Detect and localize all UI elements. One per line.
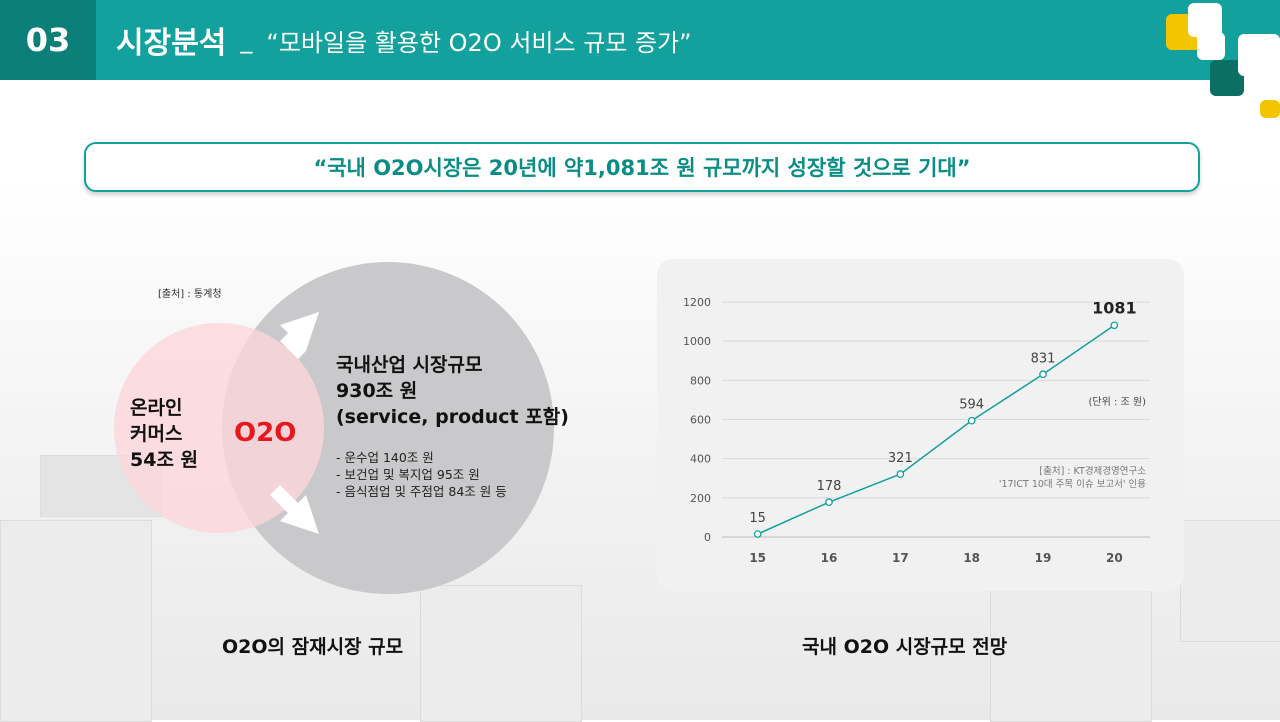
- section-number: 03: [0, 0, 96, 80]
- header-bar: [0, 0, 1280, 80]
- y-tick-label: 600: [690, 414, 711, 427]
- breakdown-item: - 보건업 및 복지업 95조 원: [336, 467, 480, 482]
- chart-panel: [657, 259, 1184, 591]
- background-box-center: [420, 585, 582, 722]
- online-commerce-line-1: 온라인: [130, 397, 183, 419]
- x-tick-label: 16: [821, 551, 838, 565]
- background-box-right: [990, 590, 1152, 722]
- chart-source-line: [출처] : KT경제경영연구소: [1039, 465, 1146, 477]
- online-commerce-line-3: 54조 원: [130, 449, 199, 471]
- page-title: 시장분석 _ “모바일을 활용한 O2O 서비스 규모 증가”: [116, 18, 692, 62]
- data-label: 831: [1031, 351, 1056, 366]
- o2o-market-line-chart: 0 200 400 600 800 1000 1200 15 16 17 18 19 20 15 178 32…: [683, 296, 1150, 565]
- domestic-industry-line-1: 국내산업 시장규모: [336, 354, 483, 376]
- title-subtitle: “모바일을 활용한 O2O 서비스 규모 증가”: [266, 28, 692, 57]
- data-point: [896, 470, 905, 478]
- data-label: 15: [749, 511, 766, 526]
- x-tick-label: 17: [892, 551, 909, 565]
- x-tick-label: 15: [749, 551, 766, 565]
- data-label: 321: [888, 451, 913, 466]
- y-tick-label: 800: [690, 374, 711, 387]
- domestic-industry-line-3: (service, product 포함): [336, 406, 569, 428]
- title-main: 시장분석: [116, 26, 227, 61]
- chart-caption: 국내 O2O 시장규모 전망: [802, 636, 1008, 658]
- venn-source: [출처] : 통계청: [158, 289, 222, 300]
- x-tick-label: 19: [1035, 551, 1052, 565]
- y-tick-label: 1000: [683, 335, 711, 348]
- data-point: [825, 498, 833, 506]
- y-tick-label: 200: [690, 492, 711, 505]
- breakdown-item: - 운수업 140조 원: [336, 450, 434, 465]
- background-box-left: [0, 520, 152, 722]
- y-tick-label: 400: [690, 453, 711, 466]
- data-label: 1081: [1092, 298, 1137, 317]
- domestic-industry-line-2: 930조 원: [336, 380, 418, 402]
- deco-white-square-1: [1188, 3, 1222, 37]
- x-tick-label: 18: [963, 551, 980, 565]
- unit-note: (단위 : 조 원): [1088, 395, 1146, 408]
- series-line: [757, 324, 1115, 535]
- deco-white-square-4: [1244, 58, 1280, 106]
- venn-caption: O2O의 잠재시장 규모: [222, 636, 404, 658]
- industry-breakdown-list: - 운수업 140조 원 - 보건업 및 복지업 95조 원 - 음식점업 및 …: [336, 449, 507, 500]
- online-commerce-line-2: 커머스: [130, 423, 183, 445]
- breakdown-item: - 음식점업 및 주점업 84조 원 등: [336, 484, 507, 499]
- headline-quote: “국내 O2O시장은 20년에 약1,081조 원 규모까지 성장할 것으로 기…: [84, 142, 1200, 192]
- data-point: [753, 530, 762, 538]
- y-tick-label: 0: [704, 531, 711, 544]
- deco-white-square-2: [1197, 32, 1225, 60]
- data-label: 594: [959, 398, 984, 413]
- online-commerce-label: 온라인 커머스 54조 원: [130, 395, 198, 473]
- data-point: [1110, 321, 1119, 330]
- data-point: [967, 416, 976, 425]
- deco-yellow-strip: [1260, 100, 1280, 118]
- data-label: 178: [817, 479, 842, 494]
- title-separator: _: [240, 26, 253, 54]
- double-arrow-up: [270, 312, 319, 359]
- x-tick-label: 20: [1106, 551, 1123, 565]
- o2o-label: O2O: [234, 418, 297, 448]
- y-tick-label: 1200: [683, 296, 711, 309]
- data-point: [1039, 370, 1047, 379]
- chart-source-line: '17ICT 10대 주목 이슈 보고서' 인용: [999, 479, 1146, 490]
- domestic-industry-label: 국내산업 시장규모 930조 원 (service, product 포함): [336, 352, 569, 430]
- double-arrow-down: [270, 485, 319, 534]
